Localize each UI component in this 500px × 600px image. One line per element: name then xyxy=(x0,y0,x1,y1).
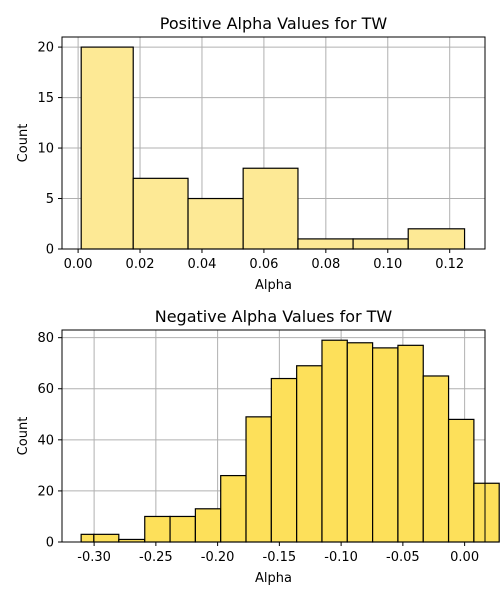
histogram-bar xyxy=(473,482,500,543)
x-tick-label: -0.10 xyxy=(324,550,358,565)
histogram-bar xyxy=(407,228,466,250)
histogram-bar xyxy=(296,365,323,543)
x-tick-label: 0.08 xyxy=(311,257,340,272)
x-tick-label: 0.12 xyxy=(435,257,464,272)
y-tick-label: 0 xyxy=(46,536,54,551)
x-tick-label: -0.30 xyxy=(77,550,111,565)
positive-alpha-histogram: 0.00 0.02 0.04 0.06 0.08 0.10 0.12 0 5 10 15 20 Posi… xyxy=(16,14,486,293)
histogram-bar xyxy=(245,416,272,543)
x-tick-label: 0.06 xyxy=(249,257,278,272)
y-tick-label: 20 xyxy=(37,41,54,56)
x-tick-label: -0.25 xyxy=(139,550,173,565)
histogram-bar xyxy=(80,46,134,250)
x-tick-label: -0.05 xyxy=(386,550,420,565)
histogram-bar xyxy=(194,508,222,543)
y-tick-label: 15 xyxy=(37,91,54,106)
y-tick-label: 60 xyxy=(37,382,54,397)
y-tick-label: 40 xyxy=(37,433,54,448)
x-tick-label: 0.10 xyxy=(373,257,402,272)
plot-frame xyxy=(61,36,486,250)
histogram-bar xyxy=(132,177,189,250)
x-tick-label: 0.00 xyxy=(450,550,479,565)
chart-title: Negative Alpha Values for TW xyxy=(155,307,393,326)
plot-frame xyxy=(61,329,486,543)
x-axis-label: Alpha xyxy=(255,278,292,293)
chart-title: Positive Alpha Values for TW xyxy=(160,14,388,33)
histogram-bar xyxy=(93,533,120,543)
x-tick-label: 0.02 xyxy=(126,257,155,272)
negative-alpha-histogram: -0.30 -0.25 -0.20 -0.15 -0.10 -0.05 0.00 0 20 40 6… xyxy=(16,307,500,586)
y-tick-label: 10 xyxy=(37,142,54,157)
x-tick-label: -0.15 xyxy=(263,550,297,565)
y-tick-label: 80 xyxy=(37,331,54,346)
histogram-bar xyxy=(242,167,299,250)
histogram-bar xyxy=(422,375,450,543)
y-tick-label: 0 xyxy=(46,243,54,258)
histogram-bar xyxy=(297,238,354,250)
histogram-bar xyxy=(169,515,196,543)
y-axis-label: Count xyxy=(16,124,31,163)
histogram-bar xyxy=(372,347,399,543)
histogram-bar xyxy=(187,197,244,250)
histogram-bar xyxy=(346,342,374,543)
x-axis-label: Alpha xyxy=(255,571,292,586)
histogram-bar xyxy=(321,339,348,543)
x-tick-label: 0.00 xyxy=(64,257,93,272)
y-tick-label: 5 xyxy=(46,192,54,207)
x-tick-label: -0.20 xyxy=(201,550,235,565)
histogram-bar xyxy=(397,344,424,543)
x-tick-label: 0.04 xyxy=(187,257,216,272)
histogram-bar xyxy=(220,474,247,543)
histogram-bar xyxy=(270,377,298,543)
histogram-bar xyxy=(80,533,95,543)
histogram-bar xyxy=(352,238,409,250)
histogram-bar xyxy=(144,515,171,543)
y-axis-label: Count xyxy=(16,417,31,456)
histogram-bar xyxy=(447,418,475,543)
y-tick-label: 20 xyxy=(37,484,54,499)
